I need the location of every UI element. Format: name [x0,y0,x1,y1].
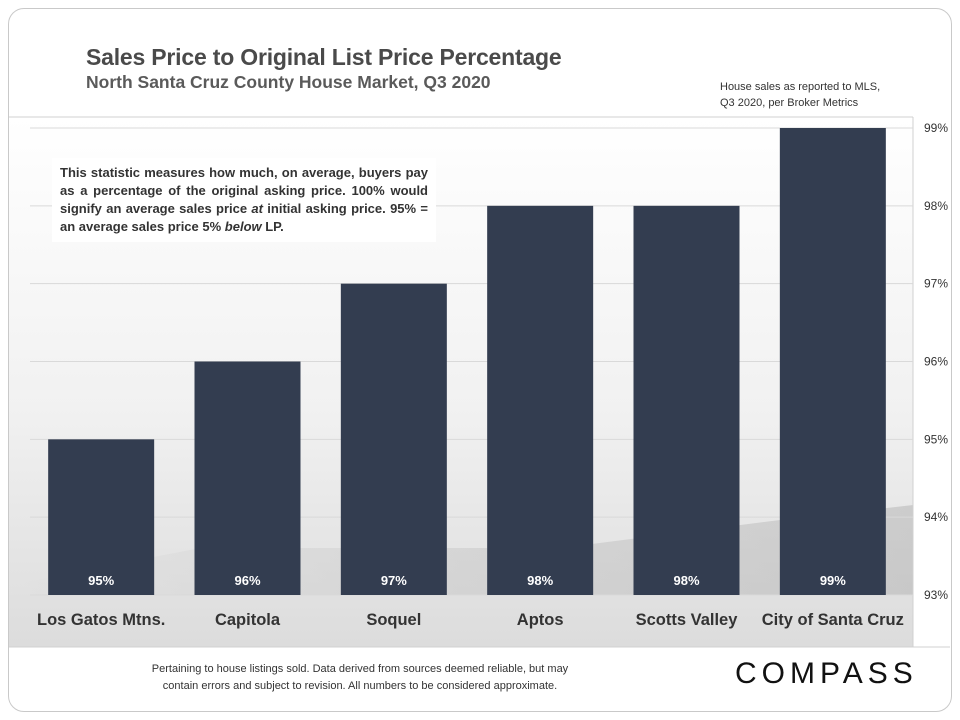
bar-data-label: 95% [88,573,114,588]
x-axis-category-labels: Los Gatos Mtns. Capitola Soquel Aptos Scotts… [37,611,904,629]
bar [48,439,155,595]
chart-title: Sales Price to Original List Price Perce… [86,44,562,70]
y-tick-label: 97% [924,277,948,291]
note-text-2: initial asking price. 95% = an average s… [60,201,429,234]
x-category-label: Los Gatos Mtns. [37,611,165,629]
y-tick-label: 96% [924,355,948,369]
bar [779,128,886,595]
y-tick-label: 95% [924,432,948,446]
bar [340,283,447,595]
note-emphasis-at: at [251,201,263,216]
note-emphasis-below: below [224,219,262,234]
bar [487,205,594,596]
bar-data-label: 97% [381,573,407,588]
y-tick-label: 99% [924,121,948,135]
bar-data-label: 98% [527,573,553,588]
bar-data-label: 96% [234,573,260,588]
bar-data-label: 99% [820,573,846,588]
bar-data-label: 98% [673,573,699,588]
source-note: House sales as reported to MLS, Q3 2020,… [720,79,880,111]
bar [194,361,301,595]
y-tick-label: 98% [924,199,948,213]
disclaimer: Pertaining to house listings sold. Data … [100,661,620,695]
chart-subtitle: North Santa Cruz County House Market, Q3… [86,72,491,92]
x-category-label: Soquel [366,611,421,629]
bars: 95% 96% 97% 98% 98% 99% [48,128,886,596]
source-line-1: House sales as reported to MLS, [720,81,881,93]
disclaimer-line-2: contain errors and subject to revision. … [162,680,558,692]
y-axis-tick-labels: 93% 94% 95% 96% 97% 98% 99% [924,121,948,602]
x-category-label: Aptos [517,611,564,629]
x-category-label: Scotts Valley [636,611,739,629]
note-text-3: LP. [261,219,284,234]
x-category-label: City of Santa Cruz [762,611,904,629]
source-line-2: Q3 2020, per Broker Metrics [720,97,859,109]
note-text-1: This statistic measures how much, on ave… [60,165,428,216]
compass-logo: COMPASS [735,657,918,690]
disclaimer-line-1: Pertaining to house listings sold. Data … [151,663,569,675]
x-category-label: Capitola [215,611,281,629]
y-tick-label: 93% [924,588,948,602]
bar [633,205,740,596]
y-tick-label: 94% [924,510,948,524]
explanation-note: This statistic measures how much, on ave… [52,158,436,242]
